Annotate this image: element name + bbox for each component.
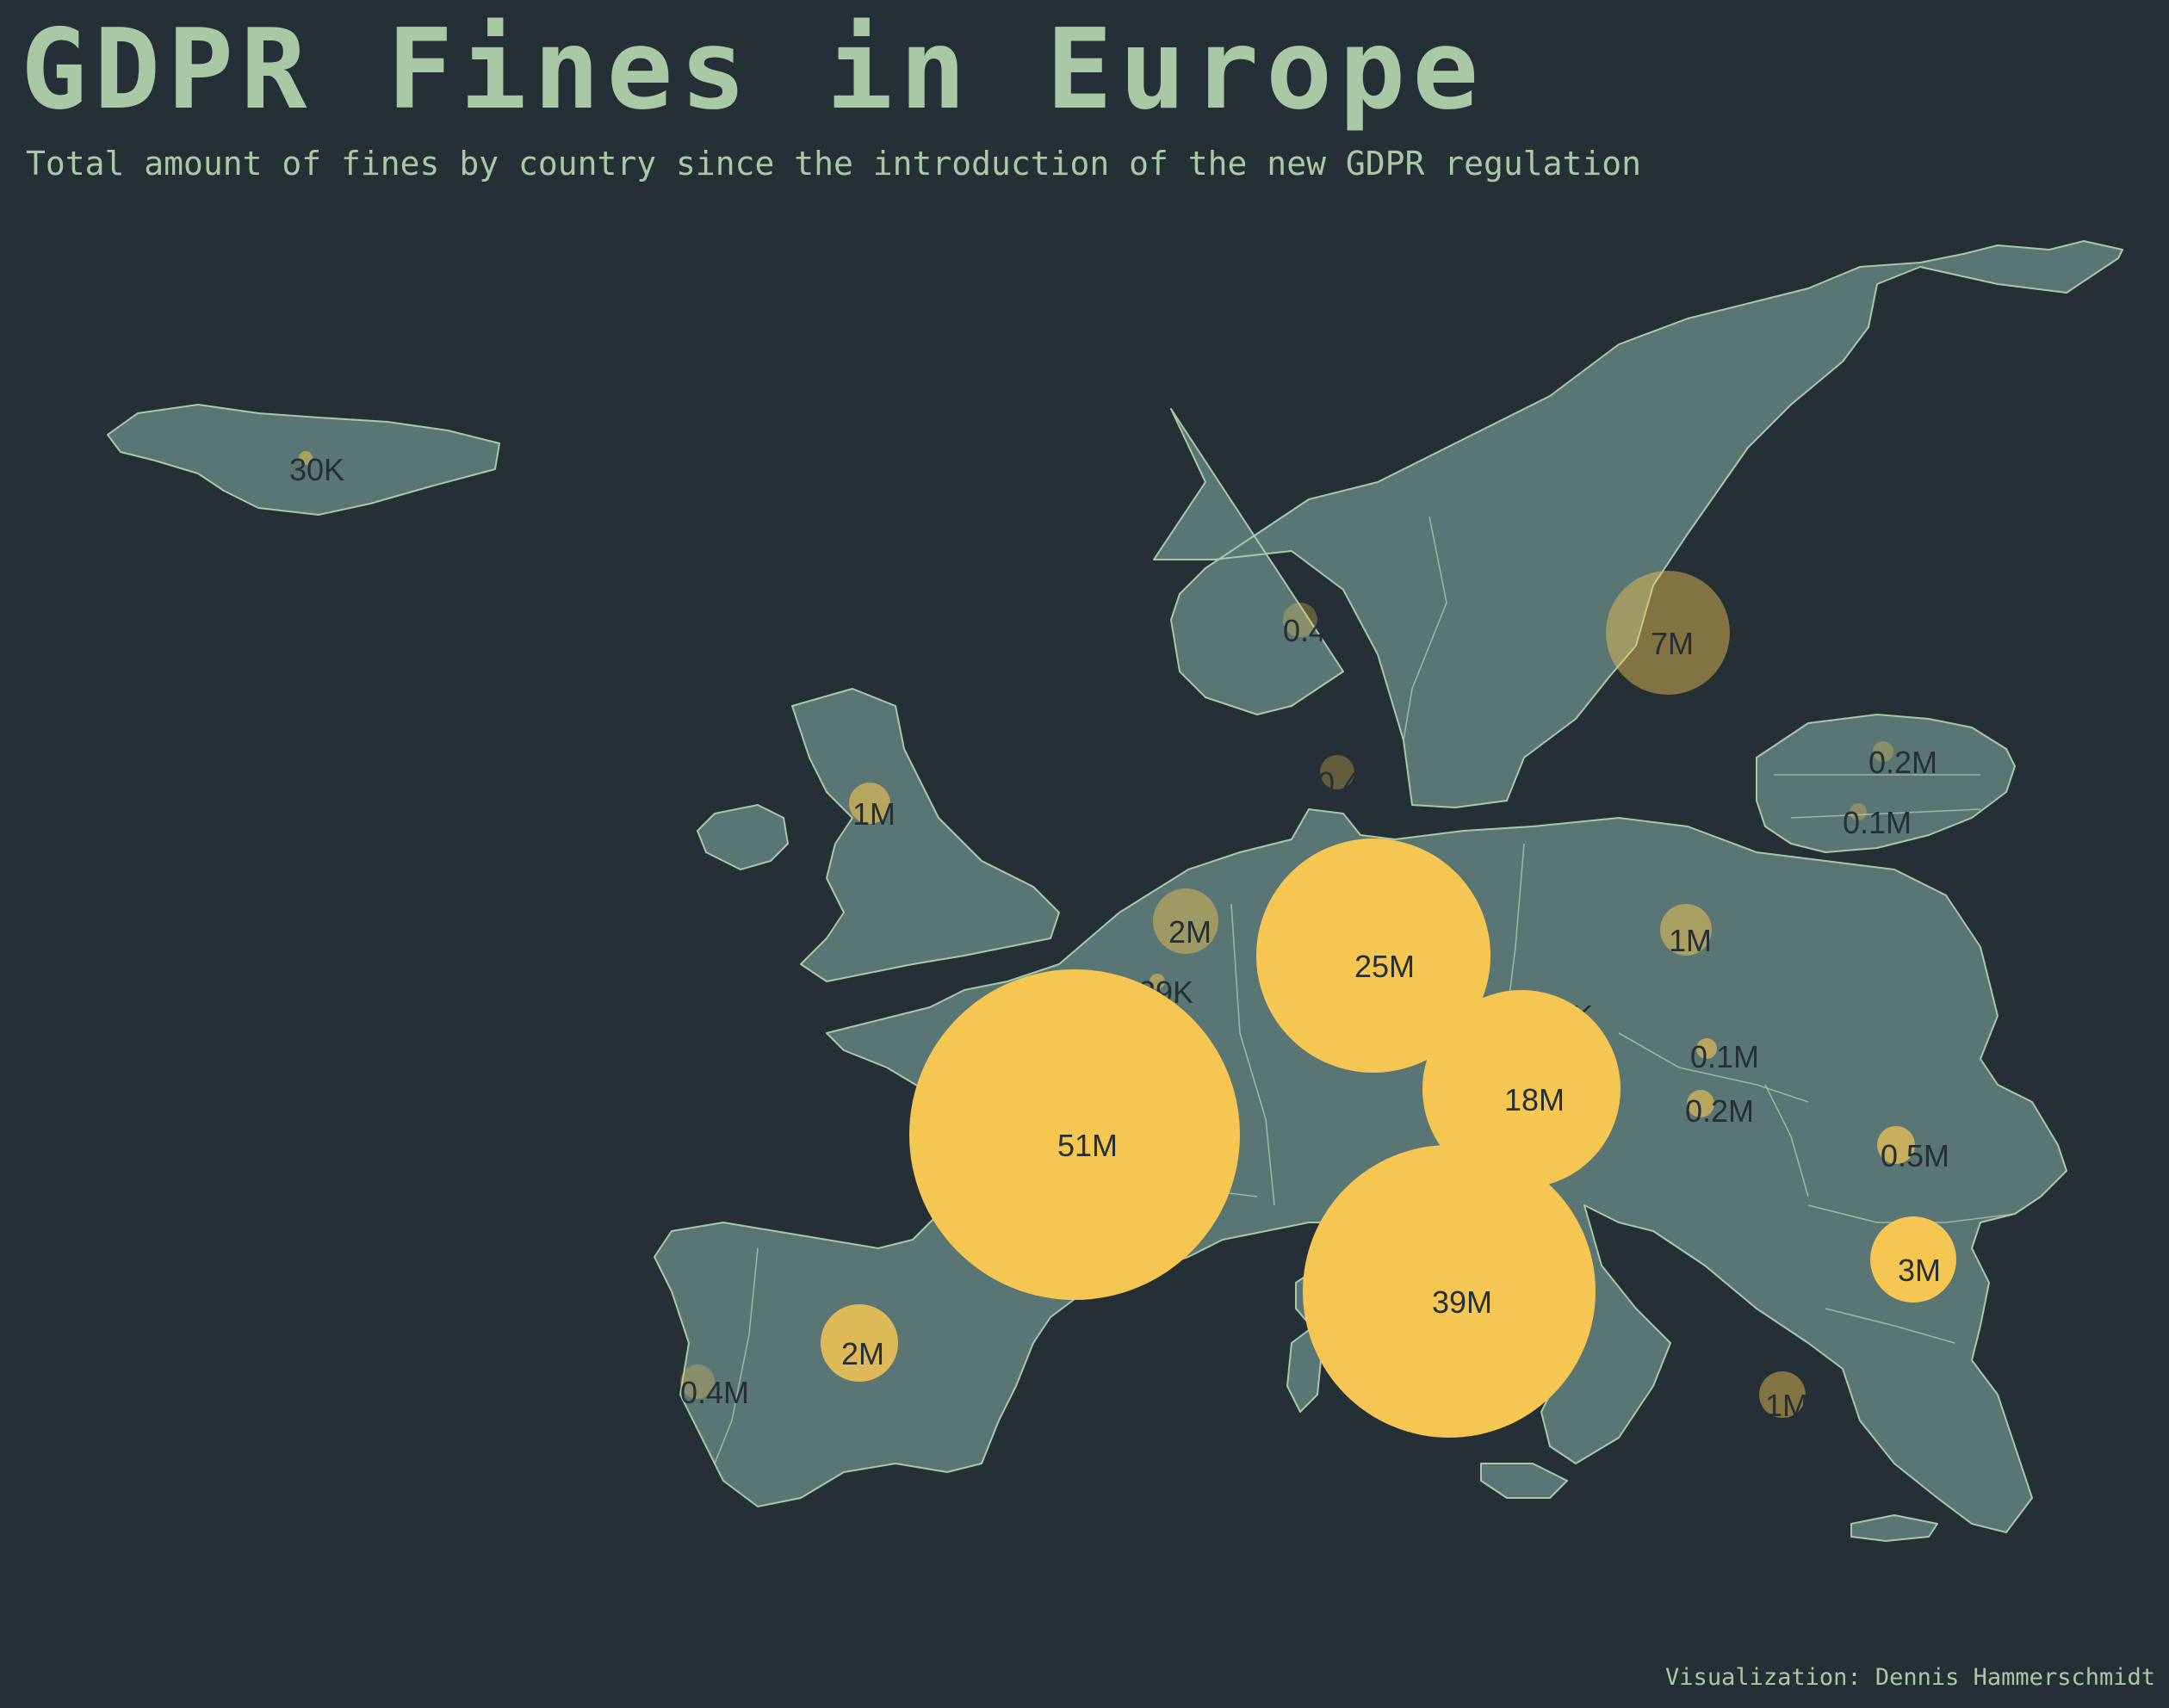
bubble-label-sweden: 7M (1651, 626, 1694, 661)
bubble-austria (1422, 990, 1621, 1188)
bubble-poland (1660, 904, 1712, 956)
bubble-label-united-kingdom: 1M (852, 796, 895, 832)
chart-subtitle: Total amount of fines by country since t… (26, 145, 1641, 183)
bubble-estonia (1873, 741, 1893, 762)
bubble-sweden (1606, 571, 1730, 695)
bubble-layer: 30K0.4M7M0.4M0.2M0.1M1M2M25M1M39K32K0.1M… (289, 451, 1956, 1438)
bubble-label-poland: 1M (1669, 923, 1712, 958)
land-layer (107, 240, 2123, 1542)
bubble-netherlands (1153, 888, 1218, 954)
bubble-label-germany: 25M (1354, 949, 1415, 984)
bubble-slovakia (1696, 1038, 1717, 1059)
sicily-shape (1480, 1463, 1568, 1499)
bubble-iceland (299, 451, 313, 465)
bubble-label-estonia: 0.2M (1868, 745, 1937, 780)
bubble-label-slovakia: 0.1M (1690, 1039, 1759, 1074)
crete-shape (1850, 1514, 1938, 1542)
bubble-label-greece: 1M (1765, 1388, 1808, 1423)
bubble-france (909, 969, 1240, 1300)
british-isles-shape (791, 688, 1060, 982)
bubble-luxembourg (1150, 974, 1165, 989)
bubble-lithuania (1850, 803, 1867, 820)
bubble-label-france: 51M (1057, 1128, 1118, 1163)
chart-title: GDPR Fines in Europe (21, 6, 1486, 134)
bubble-label-bulgaria: 3M (1898, 1253, 1941, 1288)
bubble-bulgaria (1870, 1216, 1956, 1303)
scandinavia-shape (1153, 240, 2123, 808)
bubble-label-netherlands: 2M (1168, 914, 1212, 950)
bubble-label-portugal: 0.4M (680, 1375, 749, 1410)
bubble-label-spain: 2M (841, 1336, 884, 1371)
bubble-label-hungary: 0.2M (1685, 1093, 1754, 1129)
bubble-germany (1256, 839, 1490, 1073)
bubble-italy (1303, 1145, 1596, 1438)
bubble-label-romania: 0.5M (1881, 1138, 1949, 1173)
bubble-greece (1759, 1371, 1806, 1418)
credit-text: Visualization: Dennis Hammerschmidt (1665, 1664, 2155, 1691)
bubble-label-lithuania: 0.1M (1843, 805, 1912, 840)
bubble-norway (1283, 603, 1317, 637)
bubble-portugal (680, 1365, 715, 1399)
bubble-label-austria: 18M (1504, 1082, 1565, 1117)
ireland-shape (697, 804, 789, 870)
bubble-spain (821, 1304, 898, 1382)
bubble-united-kingdom (849, 783, 890, 824)
bubble-label-iceland: 30K (289, 452, 344, 487)
bubble-label-norway: 0.4M (1283, 613, 1352, 648)
finland-baltics-shape (1756, 714, 2016, 853)
bubble-label-italy: 39M (1432, 1284, 1492, 1320)
bubble-denmark (1320, 755, 1354, 789)
bubble-romania (1877, 1126, 1915, 1164)
bubble-label-denmark: 0.4M (1317, 765, 1386, 801)
bubble-hungary (1687, 1090, 1714, 1117)
